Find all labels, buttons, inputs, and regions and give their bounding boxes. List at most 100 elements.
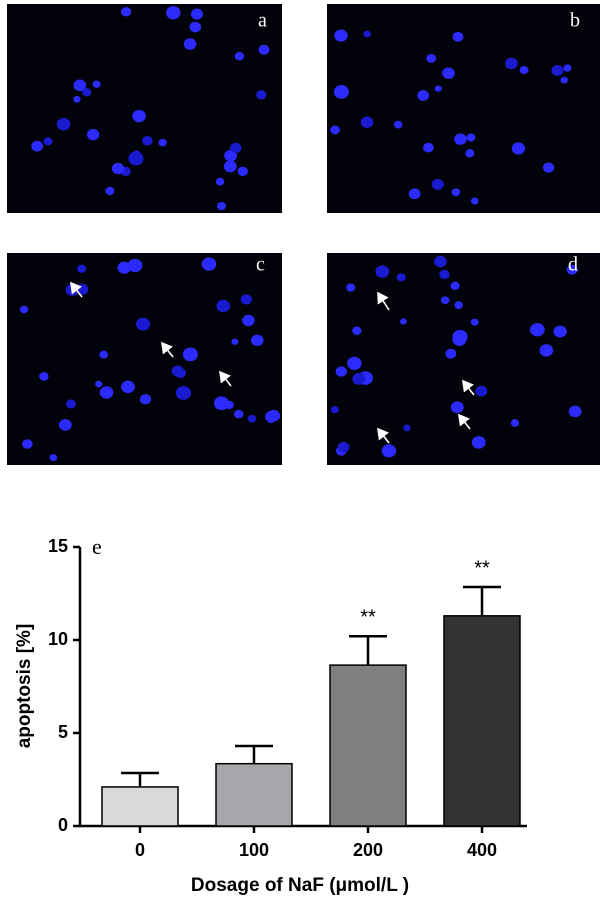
nucleus — [352, 326, 362, 335]
nucleus — [247, 414, 257, 423]
nucleus — [337, 441, 350, 453]
x-tick-label: 100 — [239, 840, 269, 860]
nucleus — [99, 350, 109, 359]
nucleus — [417, 90, 430, 101]
nucleus — [393, 120, 403, 129]
x-tick-label: 400 — [467, 840, 497, 860]
nucleus — [475, 385, 488, 397]
nucleus — [442, 67, 455, 79]
nucleus — [216, 201, 227, 211]
nucleus — [117, 261, 131, 274]
arrow — [377, 427, 390, 444]
nucleus — [381, 444, 397, 458]
nucleus — [73, 95, 81, 103]
nucleus — [56, 118, 71, 131]
nucleus — [215, 177, 225, 186]
micrograph — [327, 253, 600, 465]
x-tick-label: 200 — [353, 840, 383, 860]
nucleus — [201, 257, 217, 271]
nucleus — [505, 57, 518, 70]
nucleus — [363, 30, 371, 38]
nucleus — [132, 109, 146, 123]
nucleus — [251, 334, 264, 347]
nucleus — [451, 188, 461, 197]
nucleus — [58, 419, 72, 431]
nucleus — [31, 140, 44, 152]
significance-label: ** — [360, 607, 376, 629]
nucleus — [440, 296, 450, 305]
nucleus — [530, 323, 545, 337]
arrow — [70, 281, 83, 298]
nucleus — [142, 135, 153, 146]
nucleus — [158, 138, 167, 147]
nucleus — [49, 454, 58, 462]
bar — [215, 762, 293, 827]
nucleus — [510, 419, 520, 427]
nucleus — [22, 439, 33, 449]
bar — [329, 664, 407, 827]
nucleus — [330, 405, 339, 414]
nucleus — [105, 186, 115, 196]
nucleus — [423, 142, 434, 153]
nucleus — [190, 8, 203, 20]
nucleus — [216, 299, 231, 313]
nucleus — [403, 424, 411, 432]
nucleus — [434, 85, 442, 92]
nucleus — [450, 281, 460, 290]
nucleus — [454, 301, 463, 310]
nucleus — [174, 368, 186, 379]
nucleus — [470, 197, 479, 205]
nucleus — [400, 318, 407, 325]
panel-label: c — [256, 254, 265, 276]
x-axis-label: Dosage of NaF (μmol/L ) — [191, 875, 409, 896]
nuclei — [19, 6, 582, 462]
nucleus — [396, 273, 406, 282]
nucleus — [189, 21, 202, 33]
nucleus — [375, 265, 390, 278]
significance-label: ** — [474, 557, 490, 579]
y-tick-label: 0 — [58, 815, 68, 835]
nucleus — [175, 386, 192, 400]
arrow — [377, 291, 390, 311]
nucleus — [454, 133, 467, 145]
micrograph — [7, 4, 282, 213]
nucleus — [539, 344, 554, 357]
nucleus — [121, 7, 132, 17]
nucleus — [128, 151, 144, 166]
chart-panel-label: e — [92, 534, 102, 559]
nucleus — [333, 84, 349, 99]
nucleus — [551, 65, 564, 76]
y-axis-label: apoptosis [%] — [14, 624, 35, 749]
arrow — [219, 370, 232, 387]
nucleus — [73, 79, 87, 92]
nucleus — [465, 149, 475, 158]
nucleus — [183, 38, 197, 50]
nucleus — [330, 125, 340, 135]
nucleus — [265, 411, 278, 423]
micrographs — [7, 4, 600, 465]
nucleus — [334, 29, 348, 42]
nucleus — [229, 142, 242, 154]
nucleus — [256, 90, 267, 100]
y-tick-label: 15 — [48, 536, 68, 556]
nucleus — [234, 52, 245, 61]
nucleus — [560, 76, 568, 84]
nucleus — [431, 178, 444, 190]
nucleus — [213, 396, 230, 411]
nucleus — [511, 142, 526, 155]
nucleus — [452, 31, 464, 42]
nucleus — [237, 166, 248, 177]
nucleus — [568, 405, 582, 418]
nucleus — [111, 162, 125, 175]
nucleus — [566, 264, 578, 275]
nucleus — [563, 64, 572, 72]
arrow — [462, 379, 475, 396]
nucleus — [346, 283, 356, 292]
arrow — [161, 341, 174, 358]
arrows — [70, 281, 475, 444]
nucleus — [352, 372, 366, 385]
nucleus — [258, 44, 270, 55]
nucleus — [231, 338, 239, 345]
nucleus — [86, 128, 100, 141]
nucleus — [223, 160, 237, 173]
